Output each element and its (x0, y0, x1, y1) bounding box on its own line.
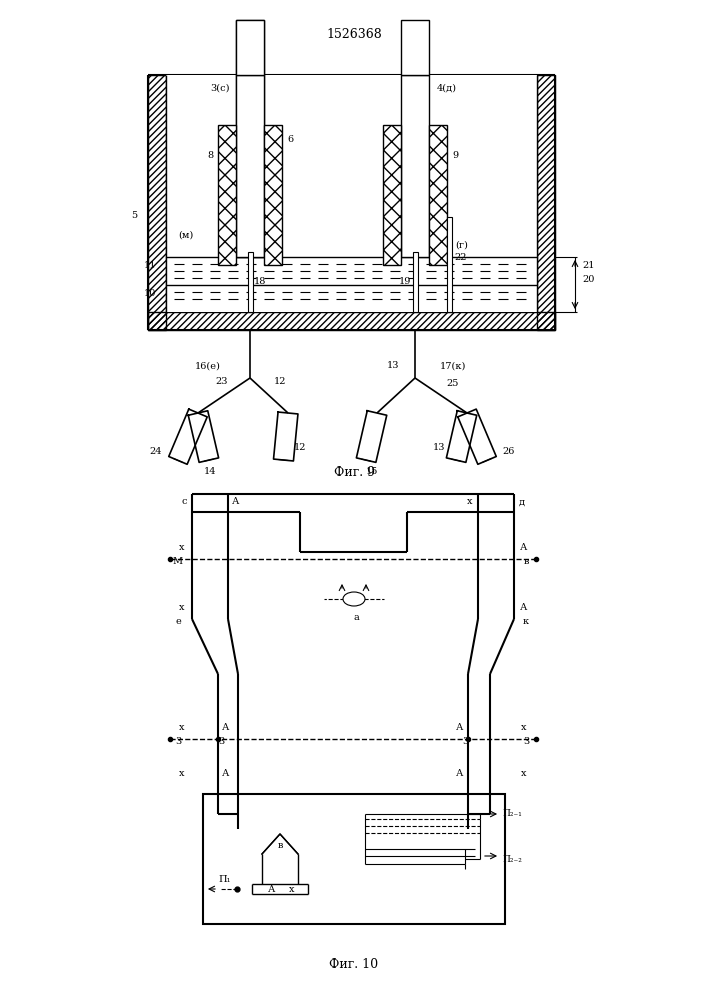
Text: М: М (173, 556, 183, 566)
Text: 3: 3 (218, 736, 224, 746)
Bar (401, 20, 429, 75)
Text: 26: 26 (503, 446, 515, 456)
Text: 16(е): 16(е) (195, 361, 221, 370)
Text: в: в (277, 842, 283, 850)
Text: х: х (521, 722, 527, 732)
Text: 24: 24 (150, 446, 162, 456)
Text: Фиг. 9: Фиг. 9 (334, 466, 375, 480)
Text: А: А (520, 542, 527, 552)
Text: 9: 9 (452, 150, 458, 159)
Text: 3: 3 (523, 736, 529, 746)
Text: 7: 7 (390, 135, 396, 144)
Text: А: А (222, 770, 230, 778)
Text: 8: 8 (207, 150, 213, 159)
Bar (203, 794, 505, 924)
Text: 11: 11 (144, 260, 156, 269)
Text: х: х (180, 542, 185, 552)
Bar (166, 75, 537, 312)
Text: 18: 18 (254, 277, 267, 286)
Text: 17(к): 17(к) (440, 361, 466, 370)
Text: А: А (456, 770, 464, 778)
Bar (236, 20, 264, 75)
Text: 19: 19 (399, 277, 411, 286)
Text: 12: 12 (274, 376, 286, 385)
Text: 15: 15 (366, 466, 378, 476)
Text: х: х (521, 770, 527, 778)
Text: (м): (м) (178, 231, 194, 239)
Bar (236, 20, 264, 257)
Bar (383, 125, 401, 265)
Text: 20: 20 (583, 274, 595, 284)
Text: в: в (523, 556, 529, 566)
Text: 4(д): 4(д) (437, 84, 457, 93)
Bar (429, 125, 447, 265)
Text: х: х (180, 722, 185, 732)
Bar (218, 125, 236, 265)
Text: (г): (г) (455, 240, 469, 249)
Bar (236, 75, 264, 257)
Text: 22: 22 (455, 252, 467, 261)
Text: х: х (467, 497, 473, 506)
Bar (148, 75, 166, 330)
Text: 6: 6 (287, 135, 293, 144)
Text: 23: 23 (216, 376, 228, 385)
Text: 21: 21 (583, 260, 595, 269)
Text: П₂₋₂: П₂₋₂ (502, 854, 522, 863)
Text: 13: 13 (433, 444, 445, 452)
Text: д: д (519, 497, 525, 506)
Text: П₂₋₁: П₂₋₁ (502, 810, 522, 818)
Text: х: х (289, 884, 295, 894)
Ellipse shape (343, 592, 365, 606)
Text: а: а (353, 612, 359, 621)
Bar (447, 217, 452, 312)
Text: А: А (233, 497, 240, 506)
Text: 2: 2 (414, 27, 420, 36)
Text: 13: 13 (387, 361, 399, 370)
Text: е: е (175, 616, 181, 626)
Text: к: к (523, 616, 529, 626)
Text: 5: 5 (131, 211, 137, 220)
Text: 3: 3 (175, 736, 181, 746)
Text: А: А (269, 884, 276, 894)
Text: 12: 12 (293, 444, 306, 452)
Text: 10: 10 (144, 288, 156, 298)
Text: 1526368: 1526368 (326, 28, 382, 41)
Text: с: с (181, 497, 187, 506)
Text: А: А (456, 722, 464, 732)
Bar (401, 75, 429, 257)
Text: А: А (520, 602, 527, 611)
Text: 3(с): 3(с) (210, 84, 230, 93)
Bar (537, 75, 555, 330)
Text: П₁: П₁ (218, 874, 231, 884)
Text: А: А (222, 722, 230, 732)
Bar (264, 125, 282, 265)
Bar (148, 312, 555, 330)
Text: х: х (180, 770, 185, 778)
Text: х: х (180, 602, 185, 611)
Bar (413, 252, 418, 312)
Text: Фиг. 10: Фиг. 10 (329, 958, 378, 972)
Text: 14: 14 (204, 466, 216, 476)
Text: 1: 1 (249, 27, 255, 36)
Bar (248, 252, 253, 312)
Text: 3: 3 (462, 736, 468, 746)
Text: 25: 25 (447, 378, 459, 387)
